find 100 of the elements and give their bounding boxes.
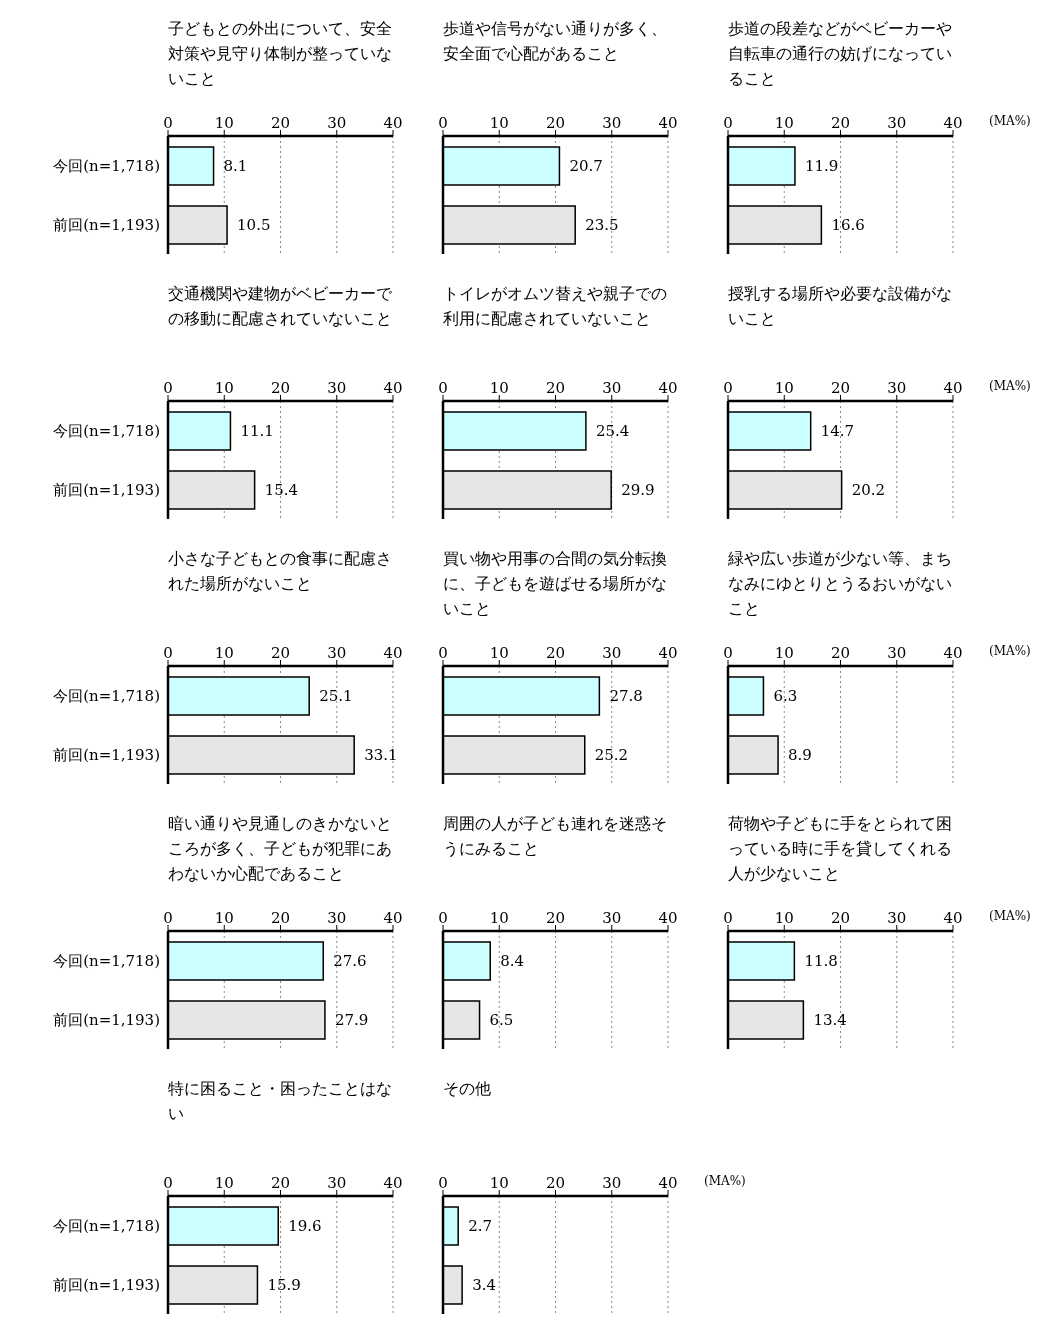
chart-title: 子どもとの外出について、安全対策や見守り体制が整っていないこと bbox=[168, 18, 393, 90]
chart-title: 荷物や子どもに手をとられて困っている時に手を貸してくれる人が少ないこと bbox=[728, 813, 953, 885]
x-tick-label: 10 bbox=[774, 114, 794, 132]
x-tick-label: 0 bbox=[723, 644, 733, 662]
data-label: 6.3 bbox=[773, 687, 798, 706]
data-label: 15.9 bbox=[267, 1276, 301, 1295]
chart-title: 周囲の人が子ども連れを迷惑そうにみること bbox=[443, 813, 668, 860]
y-tick-label: 今回(n=1,718) bbox=[53, 421, 160, 440]
x-tick-label: 40 bbox=[658, 114, 678, 132]
data-label: 25.4 bbox=[595, 422, 630, 441]
x-tick-label: 0 bbox=[163, 909, 173, 927]
x-tick-label: 10 bbox=[774, 379, 794, 397]
chart-title: 特に困ること・困ったことはない bbox=[168, 1078, 393, 1125]
x-tick-label: 30 bbox=[602, 114, 622, 132]
x-tick-label: 20 bbox=[270, 644, 291, 662]
x-tick-label: 20 bbox=[830, 114, 851, 132]
x-tick-label: 40 bbox=[943, 909, 963, 927]
x-tick-label: 30 bbox=[887, 114, 907, 132]
x-tick-label: 10 bbox=[214, 114, 234, 132]
x-tick-label: 40 bbox=[383, 644, 403, 662]
data-label: 27.9 bbox=[334, 1011, 369, 1030]
x-tick-label: 0 bbox=[163, 114, 173, 132]
data-label: 16.6 bbox=[831, 216, 865, 235]
x-tick-label: 40 bbox=[658, 644, 678, 662]
x-axis-title: (MA%) bbox=[989, 644, 1031, 658]
x-axis-title: (MA%) bbox=[989, 909, 1031, 923]
x-tick-label: 0 bbox=[438, 909, 448, 927]
x-tick-label: 10 bbox=[214, 1174, 234, 1192]
x-tick-label: 30 bbox=[602, 909, 622, 927]
x-tick-label: 30 bbox=[602, 379, 622, 397]
x-tick-label: 40 bbox=[943, 644, 963, 662]
x-tick-label: 10 bbox=[489, 909, 509, 927]
x-tick-label: 10 bbox=[214, 909, 234, 927]
x-tick-label: 20 bbox=[270, 114, 291, 132]
chart-title: 授乳する場所や必要な設備がないこと bbox=[728, 283, 953, 330]
data-label: 10.5 bbox=[237, 216, 271, 235]
x-tick-label: 30 bbox=[887, 909, 907, 927]
chart-title: トイレがオムツ替えや親子での利用に配慮されていないこと bbox=[443, 283, 668, 330]
y-tick-label: 前回(n=1,193) bbox=[53, 745, 160, 764]
data-label: 25.2 bbox=[594, 746, 629, 765]
x-tick-label: 30 bbox=[327, 644, 347, 662]
x-tick-label: 10 bbox=[489, 114, 509, 132]
data-label: 8.9 bbox=[788, 746, 812, 765]
x-tick-label: 20 bbox=[545, 114, 566, 132]
x-tick-label: 0 bbox=[438, 379, 448, 397]
x-tick-label: 10 bbox=[774, 644, 794, 662]
x-tick-label: 40 bbox=[943, 114, 963, 132]
x-tick-label: 30 bbox=[327, 114, 347, 132]
x-tick-label: 20 bbox=[270, 1174, 291, 1192]
x-axis-title: (MA%) bbox=[989, 114, 1031, 128]
data-label: 6.5 bbox=[489, 1011, 514, 1030]
chart-title: 交通機関や建物がベビーカーでの移動に配慮されていないこと bbox=[168, 283, 393, 330]
chart-title: その他 bbox=[443, 1078, 492, 1100]
chart-title: 暗い通りや見通しのきかないところが多く、子どもが犯罪にあわないか心配であること bbox=[168, 813, 393, 885]
x-tick-label: 20 bbox=[830, 379, 851, 397]
chart-title: 歩道や信号がない通りが多く、安全面で心配があること bbox=[443, 18, 668, 65]
y-tick-label: 今回(n=1,718) bbox=[53, 156, 160, 175]
chart-title: 買い物や用事の合間の気分転換に、子どもを遊ばせる場所がないこと bbox=[443, 548, 668, 620]
x-tick-label: 0 bbox=[163, 644, 173, 662]
x-tick-label: 10 bbox=[214, 379, 234, 397]
data-label: 25.1 bbox=[319, 687, 353, 706]
x-tick-label: 30 bbox=[887, 379, 907, 397]
data-label: 14.7 bbox=[820, 422, 855, 441]
data-label: 11.9 bbox=[804, 157, 839, 176]
x-tick-label: 40 bbox=[383, 114, 403, 132]
y-tick-label: 前回(n=1,193) bbox=[53, 215, 160, 234]
x-tick-label: 40 bbox=[658, 1174, 678, 1192]
x-tick-label: 20 bbox=[270, 379, 291, 397]
data-label: 8.4 bbox=[500, 952, 525, 971]
x-tick-label: 10 bbox=[489, 1174, 509, 1192]
x-tick-label: 20 bbox=[830, 909, 851, 927]
y-tick-label: 前回(n=1,193) bbox=[53, 1275, 160, 1294]
x-tick-label: 30 bbox=[327, 1174, 347, 1192]
data-label: 15.4 bbox=[264, 481, 299, 500]
x-tick-label: 30 bbox=[602, 1174, 622, 1192]
x-tick-label: 30 bbox=[327, 379, 347, 397]
x-tick-label: 10 bbox=[214, 644, 234, 662]
x-tick-label: 40 bbox=[383, 379, 403, 397]
x-tick-label: 20 bbox=[830, 644, 851, 662]
x-axis-title: (MA%) bbox=[704, 1174, 746, 1188]
data-label: 27.8 bbox=[609, 687, 643, 706]
chart-title: 緑や広い歩道が少ない等、まちなみにゆとりとうるおいがないこと bbox=[728, 548, 953, 620]
x-tick-label: 20 bbox=[545, 644, 566, 662]
chart-title: 歩道の段差などがベビーカーや自転車の通行の妨げになっていること bbox=[728, 18, 953, 90]
x-tick-label: 0 bbox=[438, 1174, 448, 1192]
x-tick-label: 40 bbox=[383, 909, 403, 927]
x-tick-label: 40 bbox=[943, 379, 963, 397]
y-tick-label: 前回(n=1,193) bbox=[53, 480, 160, 499]
x-tick-label: 20 bbox=[545, 909, 566, 927]
y-tick-label: 今回(n=1,718) bbox=[53, 1216, 160, 1235]
y-tick-label: 前回(n=1,193) bbox=[53, 1010, 160, 1029]
data-label: 11.1 bbox=[240, 422, 274, 441]
data-label: 13.4 bbox=[813, 1011, 847, 1030]
data-label: 27.6 bbox=[333, 952, 367, 971]
x-tick-label: 30 bbox=[602, 644, 622, 662]
x-tick-label: 20 bbox=[270, 909, 291, 927]
x-tick-label: 30 bbox=[327, 909, 347, 927]
x-tick-label: 10 bbox=[489, 379, 509, 397]
x-tick-label: 40 bbox=[383, 1174, 403, 1192]
x-tick-label: 20 bbox=[545, 379, 566, 397]
